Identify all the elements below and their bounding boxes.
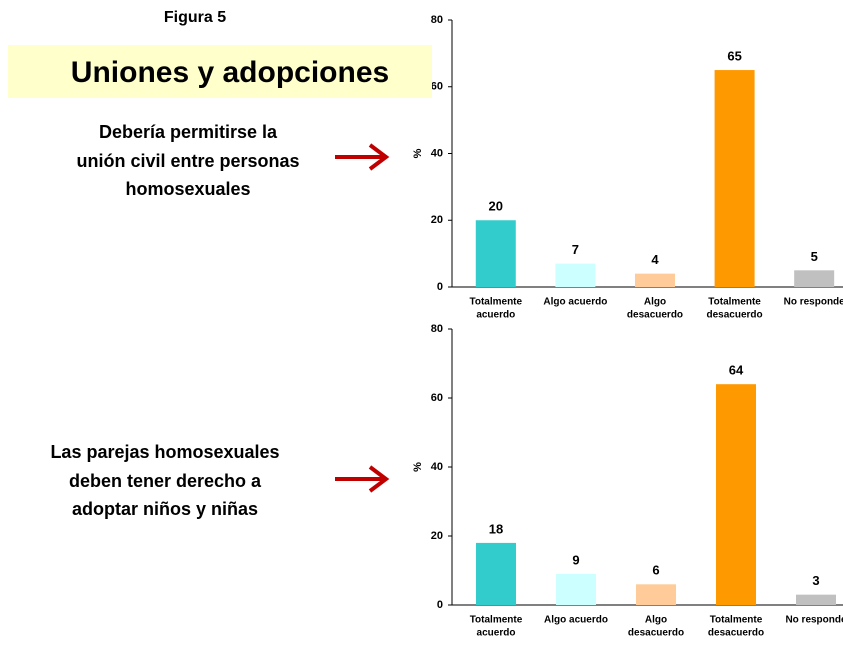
x-tick-label: Totalmente	[708, 297, 761, 308]
bar	[714, 70, 755, 287]
title: Uniones y adopciones	[71, 56, 389, 89]
y-tick-label: 60	[431, 392, 443, 404]
bar	[794, 270, 835, 287]
figure-label: Figura 5	[164, 9, 226, 26]
y-axis-label: %	[412, 148, 424, 158]
caption-line: Debería permitirse la	[99, 122, 278, 142]
x-tick-label: Totalmente	[469, 297, 522, 308]
bar	[716, 384, 756, 605]
x-tick-label: No responde	[785, 615, 843, 626]
x-tick-label: acuerdo	[476, 310, 515, 321]
bar	[555, 263, 596, 287]
value-label: 6	[652, 563, 659, 578]
y-tick-label: 40	[431, 147, 443, 159]
title-box	[8, 45, 432, 98]
x-tick-label: Totalmente	[470, 615, 523, 626]
x-tick-label: acuerdo	[477, 628, 516, 639]
bar	[796, 594, 836, 605]
bar	[475, 220, 516, 287]
arrow	[335, 465, 390, 493]
x-tick-label: desacuerdo	[707, 310, 763, 321]
x-tick-label: desacuerdo	[628, 628, 684, 639]
caption: Debería permitirse la unión civil entre …	[76, 122, 299, 199]
caption: Las parejas homosexuales deben tener der…	[50, 442, 279, 519]
value-label: 64	[729, 363, 744, 378]
value-label: 5	[811, 249, 818, 264]
caption-line: deben tener derecho a	[69, 471, 262, 491]
x-tick-label: Algo	[644, 297, 666, 308]
value-label: 20	[489, 199, 503, 214]
caption-line: Las parejas homosexuales	[50, 442, 279, 462]
y-tick-label: 60	[431, 81, 443, 93]
caption-line: homosexuales	[125, 179, 250, 199]
value-label: 3	[812, 573, 819, 588]
x-tick-label: No responde	[784, 297, 843, 308]
y-tick-label: 80	[431, 323, 443, 335]
bar	[636, 584, 676, 605]
y-tick-label: 0	[437, 281, 443, 293]
bar	[556, 573, 596, 605]
bar	[476, 542, 516, 605]
value-label: 4	[651, 252, 659, 267]
x-tick-label: Algo acuerdo	[543, 297, 607, 308]
y-tick-label: 80	[431, 14, 443, 26]
x-tick-label: Algo acuerdo	[544, 615, 608, 626]
y-tick-label: 20	[431, 214, 443, 226]
caption-line: unión civil entre personas	[76, 151, 299, 171]
bar	[634, 273, 675, 287]
y-tick-label: 40	[431, 461, 443, 473]
x-tick-label: desacuerdo	[708, 628, 764, 639]
y-axis-label: %	[412, 462, 424, 472]
x-tick-label: Algo	[645, 615, 667, 626]
caption-line: adoptar niños y niñas	[72, 499, 258, 519]
x-tick-label: Totalmente	[710, 615, 763, 626]
value-label: 18	[489, 521, 503, 536]
y-tick-label: 0	[437, 599, 443, 611]
x-tick-label: desacuerdo	[627, 310, 683, 321]
value-label: 9	[572, 552, 579, 567]
value-label: 65	[727, 49, 741, 64]
y-tick-label: 20	[431, 530, 443, 542]
value-label: 7	[572, 242, 579, 257]
arrow	[335, 143, 390, 171]
